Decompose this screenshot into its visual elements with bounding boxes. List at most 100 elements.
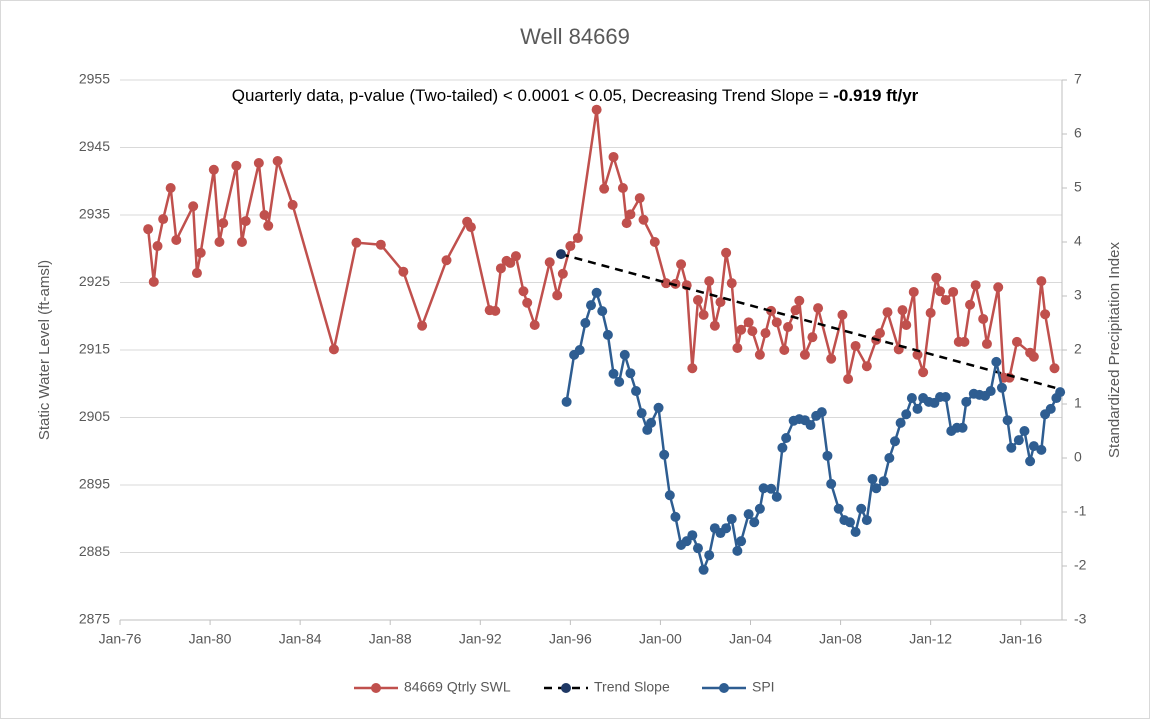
data-point bbox=[505, 257, 516, 268]
data-point bbox=[715, 297, 726, 308]
y2-tick-label: 0 bbox=[1074, 449, 1082, 465]
data-point bbox=[143, 224, 154, 235]
data-point bbox=[743, 317, 754, 328]
data-point bbox=[760, 328, 771, 339]
data-point bbox=[897, 305, 908, 316]
data-point bbox=[749, 517, 760, 528]
y2-tick-label: -2 bbox=[1074, 557, 1087, 573]
data-point bbox=[766, 483, 777, 494]
data-point bbox=[777, 442, 788, 453]
data-point bbox=[844, 517, 855, 528]
data-point bbox=[417, 320, 428, 331]
data-point bbox=[816, 407, 827, 418]
data-point bbox=[771, 491, 782, 502]
data-point bbox=[495, 263, 506, 274]
data-point bbox=[188, 201, 199, 212]
y2-tick-label: -3 bbox=[1074, 611, 1087, 627]
data-point bbox=[1006, 442, 1017, 453]
data-point bbox=[1045, 403, 1056, 414]
data-point bbox=[889, 436, 900, 447]
data-point bbox=[608, 151, 619, 162]
data-point bbox=[721, 523, 732, 534]
data-point bbox=[664, 490, 675, 501]
data-point bbox=[152, 241, 163, 252]
data-point bbox=[948, 286, 959, 297]
data-point bbox=[754, 503, 765, 514]
data-point bbox=[996, 382, 1007, 393]
data-point bbox=[991, 356, 1002, 367]
data-point bbox=[195, 247, 206, 258]
data-point bbox=[959, 336, 970, 347]
data-point bbox=[465, 222, 476, 233]
data-point bbox=[218, 218, 229, 229]
data-point bbox=[743, 509, 754, 520]
data-point bbox=[721, 247, 732, 258]
data-point bbox=[794, 295, 805, 306]
data-point bbox=[621, 218, 632, 229]
data-point bbox=[935, 286, 946, 297]
data-point bbox=[993, 282, 1004, 293]
data-point bbox=[328, 344, 339, 355]
data-point bbox=[931, 272, 942, 283]
y-tick-label: 2885 bbox=[79, 543, 110, 559]
data-point bbox=[884, 453, 895, 463]
data-point bbox=[783, 322, 794, 333]
data-point bbox=[698, 564, 709, 575]
data-point bbox=[1040, 309, 1051, 320]
data-point bbox=[837, 309, 848, 320]
data-point bbox=[591, 287, 602, 298]
data-point bbox=[709, 320, 720, 331]
data-point bbox=[631, 386, 642, 397]
y2-tick-label: 5 bbox=[1074, 179, 1082, 195]
data-point bbox=[901, 409, 912, 420]
data-point bbox=[961, 396, 972, 407]
x-tick-label: Jan-96 bbox=[549, 631, 592, 647]
data-point bbox=[692, 295, 703, 306]
y-tick-label: 2935 bbox=[79, 206, 110, 222]
data-point bbox=[822, 450, 833, 461]
x-tick-label: Jan-12 bbox=[909, 631, 952, 647]
data-point bbox=[1028, 441, 1039, 452]
data-point bbox=[985, 386, 996, 397]
data-point bbox=[871, 483, 882, 494]
x-tick-label: Jan-80 bbox=[189, 631, 232, 647]
x-tick-label: Jan-04 bbox=[729, 631, 772, 647]
data-point bbox=[771, 317, 782, 328]
data-point bbox=[208, 164, 219, 175]
data-point bbox=[736, 324, 747, 335]
data-point bbox=[833, 503, 844, 514]
series-line bbox=[146, 109, 1056, 380]
data-point bbox=[597, 306, 608, 317]
data-point bbox=[895, 417, 906, 428]
data-point bbox=[978, 313, 989, 324]
data-point bbox=[861, 361, 872, 372]
data-point bbox=[807, 332, 818, 343]
data-point bbox=[676, 259, 687, 270]
data-point bbox=[779, 345, 790, 355]
data-point bbox=[375, 239, 386, 250]
data-point bbox=[580, 318, 591, 328]
data-point bbox=[263, 220, 274, 231]
data-point bbox=[732, 342, 743, 353]
y2-tick-label: 4 bbox=[1074, 233, 1082, 249]
data-point bbox=[826, 353, 837, 364]
data-point bbox=[287, 199, 298, 210]
data-point bbox=[586, 300, 596, 311]
legend: 84669 Qtrly SWL Trend Slope SPI bbox=[354, 679, 775, 695]
data-point bbox=[747, 326, 758, 337]
data-point bbox=[1036, 444, 1047, 455]
data-point bbox=[591, 104, 602, 115]
data-point bbox=[940, 295, 951, 306]
legend-marker bbox=[719, 683, 729, 693]
data-point bbox=[704, 276, 715, 287]
data-point bbox=[557, 268, 568, 279]
x-tick-label: Jan-00 bbox=[639, 631, 682, 647]
data-point bbox=[704, 550, 715, 561]
data-point bbox=[441, 255, 452, 266]
data-point bbox=[619, 349, 630, 360]
data-point bbox=[732, 545, 743, 556]
data-point bbox=[790, 305, 801, 316]
data-point bbox=[878, 476, 889, 487]
data-point bbox=[561, 396, 572, 407]
